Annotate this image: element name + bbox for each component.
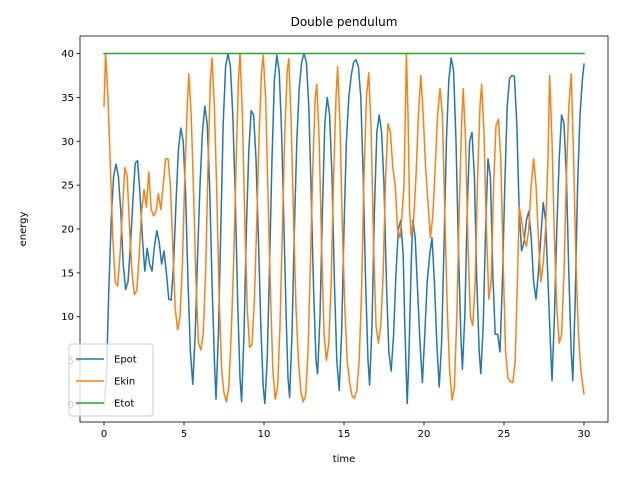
series-line-epot <box>103 52 585 406</box>
legend-box <box>68 343 154 417</box>
y-tick-label: 35 <box>61 93 74 104</box>
x-axis: 0 5 10 15 20 25 30 <box>101 422 591 440</box>
y-tick-label: 15 <box>61 268 74 279</box>
x-tick-label: 20 <box>418 429 431 440</box>
x-tick-label: 5 <box>181 429 187 440</box>
x-tick-label: 15 <box>338 429 351 440</box>
legend-label-etot: Etot <box>114 399 134 410</box>
x-tick-label: 30 <box>578 429 591 440</box>
x-tick-label: 10 <box>258 429 271 440</box>
x-tick-label: 0 <box>101 429 107 440</box>
y-tick-label: 40 <box>61 49 74 60</box>
legend-label-ekin: Ekin <box>114 377 135 388</box>
legend: Epot Ekin Etot <box>68 343 154 417</box>
chart-title: Double pendulum <box>291 15 398 29</box>
y-tick-label: 30 <box>61 137 74 148</box>
x-axis-label: time <box>333 454 356 465</box>
series-line-ekin <box>103 52 585 403</box>
y-tick-label: 10 <box>61 312 74 323</box>
y-tick-label: 20 <box>61 225 74 236</box>
series-lines <box>103 52 585 406</box>
y-axis-label: energy <box>18 211 29 246</box>
legend-label-epot: Epot <box>114 355 137 366</box>
x-tick-label: 25 <box>498 429 511 440</box>
y-tick-label: 25 <box>61 181 74 192</box>
